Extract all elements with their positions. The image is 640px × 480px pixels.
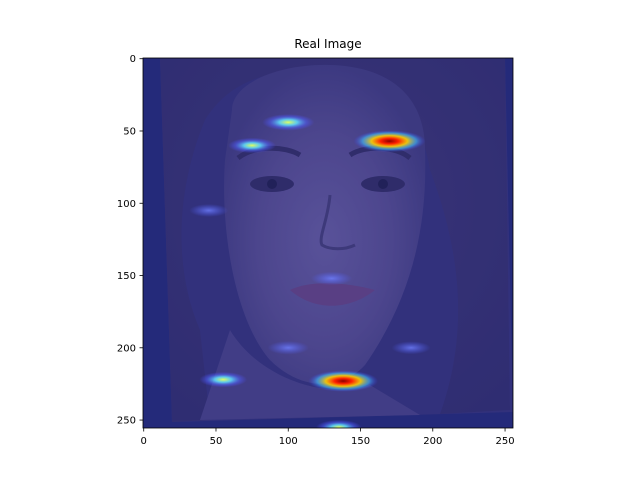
heatmap-overlay [143, 58, 513, 428]
heatmap-hotspots [189, 114, 431, 428]
x-tick-label: 0 [141, 436, 147, 447]
chart-title: Real Image [294, 37, 361, 51]
y-tick-label: 250 [117, 416, 136, 427]
heatmap-hotspot [311, 271, 353, 286]
right-iris [378, 179, 388, 189]
heatmap-hotspot [316, 419, 362, 428]
neck-shape [200, 330, 420, 420]
heatmap-hotspot [353, 130, 426, 153]
heatmap-hotspot [391, 341, 431, 355]
x-tick-label: 150 [351, 436, 370, 447]
heatmap-hotspot [199, 371, 248, 388]
x-tick-label: 100 [279, 436, 298, 447]
heatmap-hotspot [267, 340, 309, 355]
y-tick-label: 100 [117, 199, 136, 210]
x-tick-label: 250 [496, 436, 515, 447]
x-tick-label: 50 [210, 436, 223, 447]
heatmap-hotspot [262, 114, 315, 131]
y-tick-label: 0 [130, 54, 136, 65]
image-area [143, 58, 513, 428]
heatmap-hotspot [308, 370, 379, 392]
heatmap-hotspot [228, 137, 277, 154]
y-tick-label: 150 [117, 271, 136, 282]
hair-shape [160, 58, 510, 422]
axes-frame [142, 57, 514, 429]
x-tick-label: 200 [423, 436, 442, 447]
y-tick-label: 50 [123, 126, 136, 137]
nose [319, 194, 356, 251]
lips [290, 283, 375, 306]
y-axis: 0 50 100 150 200 250 [117, 54, 143, 427]
y-tick-label: 200 [117, 343, 136, 354]
heatmap-hotspot [189, 203, 229, 217]
x-axis: 0 50 100 150 200 250 [141, 428, 515, 447]
left-iris [267, 179, 277, 189]
